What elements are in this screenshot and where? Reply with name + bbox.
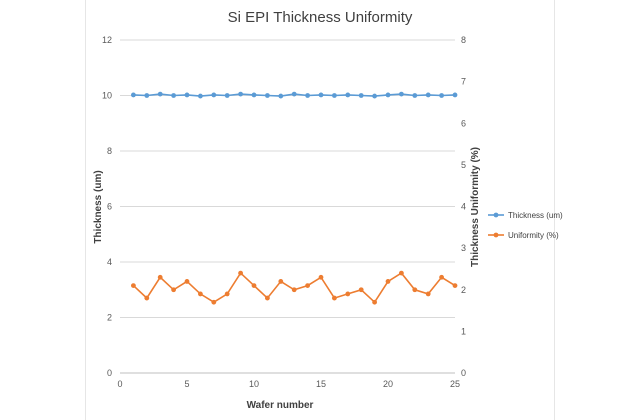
y-axis-title: Thickness (um) xyxy=(93,170,104,243)
data-point xyxy=(345,92,351,98)
data-point xyxy=(278,279,284,284)
data-point xyxy=(332,295,337,301)
data-point xyxy=(385,279,391,284)
data-point xyxy=(198,93,203,99)
data-point xyxy=(439,274,444,280)
y2-tick-label: 7 xyxy=(461,77,466,87)
x-tick-label: 10 xyxy=(249,379,259,389)
data-point xyxy=(425,92,431,98)
y2-tick-label: 8 xyxy=(461,35,466,45)
data-point xyxy=(318,274,324,280)
data-point xyxy=(265,93,270,98)
y2-axis-ticks: 0 1 2 3 4 5 6 7 8 xyxy=(461,35,466,378)
data-point xyxy=(131,92,136,98)
data-point xyxy=(171,93,177,98)
data-point xyxy=(211,299,217,305)
data-point xyxy=(157,274,163,280)
data-point xyxy=(412,287,418,293)
data-point xyxy=(439,93,444,98)
data-point xyxy=(278,93,284,99)
y2-tick-label: 0 xyxy=(461,368,466,378)
y-tick-label: 12 xyxy=(102,35,112,45)
series-layer xyxy=(131,91,458,305)
data-point xyxy=(265,295,270,301)
x-tick-label: 15 xyxy=(316,379,326,389)
y-tick-label: 6 xyxy=(107,202,112,212)
data-point xyxy=(291,91,297,97)
data-point xyxy=(358,93,364,98)
y2-axis-title: Thickness Uniformity (%) xyxy=(470,147,481,267)
data-point xyxy=(291,287,297,293)
data-point xyxy=(144,295,150,301)
data-point xyxy=(399,270,404,276)
data-point xyxy=(238,270,244,276)
y2-tick-label: 2 xyxy=(461,285,466,295)
legend-marker xyxy=(493,232,499,238)
data-point xyxy=(358,287,364,293)
data-point xyxy=(198,291,203,297)
data-point xyxy=(425,291,431,297)
series-2 xyxy=(131,270,458,305)
data-point xyxy=(452,283,458,288)
data-point xyxy=(224,291,230,297)
data-point xyxy=(251,92,257,98)
y-tick-label: 0 xyxy=(107,368,112,378)
x-tick-label: 20 xyxy=(383,379,393,389)
data-point xyxy=(345,291,351,297)
legend: Thickness (um) Uniformity (%) xyxy=(488,211,563,240)
data-point xyxy=(157,91,163,97)
y-tick-label: 2 xyxy=(107,313,112,323)
gridlines xyxy=(120,39,455,318)
x-tick-label: 25 xyxy=(450,379,460,389)
x-axis-ticks: 0 5 10 15 20 25 xyxy=(117,379,460,389)
data-point xyxy=(171,287,177,293)
data-point xyxy=(238,91,244,97)
data-point xyxy=(131,283,136,288)
data-point xyxy=(144,93,150,98)
x-axis-title: Wafer number xyxy=(247,400,314,411)
data-point xyxy=(184,92,190,98)
y2-tick-label: 6 xyxy=(461,118,466,128)
y2-tick-label: 5 xyxy=(461,160,466,170)
y2-tick-label: 1 xyxy=(461,326,466,336)
data-point xyxy=(372,299,377,305)
y2-tick-label: 4 xyxy=(461,202,466,212)
series-1 xyxy=(131,91,458,99)
y-axis-ticks: 0 2 4 6 8 10 12 xyxy=(102,35,112,378)
y2-tick-label: 3 xyxy=(461,243,466,253)
data-point xyxy=(305,93,310,98)
data-point xyxy=(399,91,404,97)
y-tick-label: 10 xyxy=(102,91,112,101)
y-tick-label: 4 xyxy=(107,257,112,267)
data-point xyxy=(305,283,310,288)
y-tick-label: 8 xyxy=(107,146,112,156)
data-point xyxy=(318,92,324,98)
x-tick-label: 0 xyxy=(117,379,122,389)
chart-frame xyxy=(85,0,555,420)
data-point xyxy=(385,92,391,98)
chart-title: Si EPI Thickness Uniformity xyxy=(228,9,413,26)
data-point xyxy=(452,92,458,98)
data-point xyxy=(211,92,217,98)
legend-label: Uniformity (%) xyxy=(508,231,559,240)
legend-marker xyxy=(493,212,499,218)
data-point xyxy=(372,93,377,99)
x-tick-label: 5 xyxy=(184,379,189,389)
data-point xyxy=(332,93,337,98)
legend-label: Thickness (um) xyxy=(508,211,563,220)
data-point xyxy=(224,93,230,98)
data-point xyxy=(251,283,257,288)
data-point xyxy=(412,93,418,98)
data-point xyxy=(184,279,190,284)
